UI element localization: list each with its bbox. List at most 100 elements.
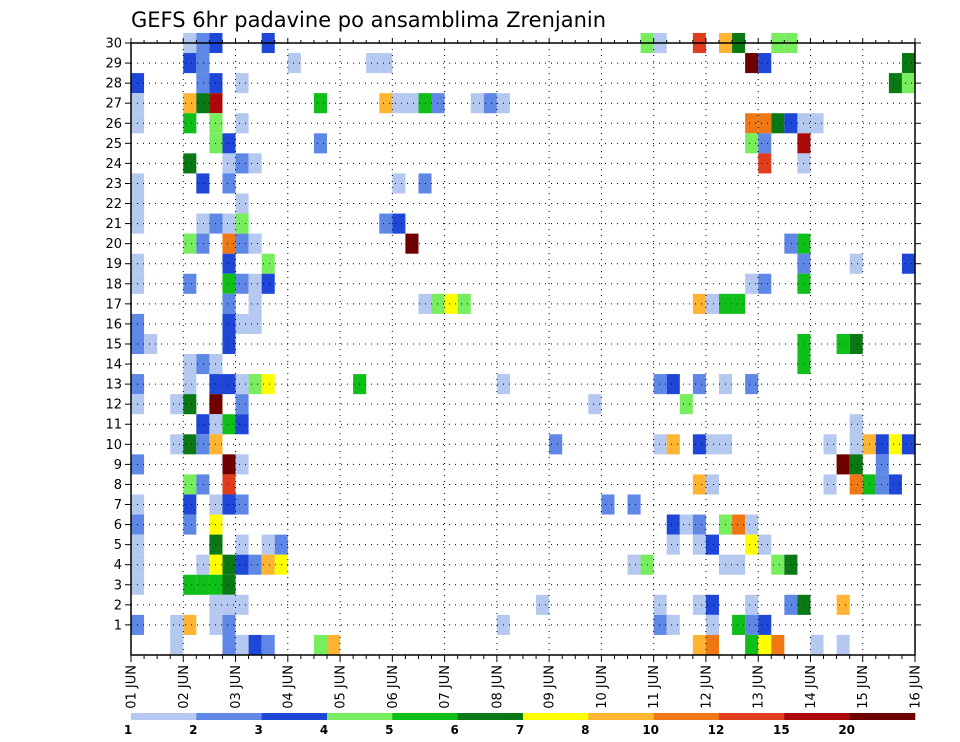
precip-cell [196,434,210,455]
precip-cell [392,213,406,234]
precip-cell [261,554,275,575]
precip-cell [653,594,667,615]
y-tick-label: 10 [105,438,122,453]
precip-cell [196,213,210,234]
precip-cell [745,113,759,134]
precip-cell [758,273,772,294]
precip-cell [235,113,249,134]
x-tick-label: 14 JUN [804,665,819,709]
precip-cell [183,514,197,535]
precip-cell [679,394,693,415]
y-tick-label: 6 [114,518,122,533]
precip-cell [327,634,341,655]
colorbar-label: 12 [708,723,725,737]
x-tick-label: 03 JUN [229,665,244,709]
precip-cell [222,133,236,154]
colorbar-label: 15 [773,723,790,737]
precip-cell [222,574,236,595]
colorbar-swatch [327,713,393,720]
colorbar-label: 3 [254,723,262,737]
precip-cell [248,233,262,254]
y-tick-label: 21 [105,217,122,232]
precip-cell [758,113,772,134]
precip-cell [183,93,197,114]
precip-cell [692,474,706,495]
x-tick-label: 04 JUN [281,665,296,709]
precip-cell [248,554,262,575]
precip-cell [692,594,706,615]
precip-cell [183,233,197,254]
precip-cell [235,494,249,515]
precip-cell [705,614,719,635]
precip-cell [679,514,693,535]
precip-cell [901,253,915,274]
precip-cell [222,454,236,475]
precip-cell [222,474,236,495]
precip-cell [836,594,850,615]
x-tick-label: 15 JUN [856,665,871,709]
colorbar-swatch [131,713,197,720]
precip-cell [170,634,184,655]
precip-cell [183,474,197,495]
precip-cell [771,113,785,134]
y-tick-label: 8 [114,478,122,493]
precip-cell [183,113,197,134]
precip-cell [235,273,249,294]
x-tick-label: 13 JUN [752,665,767,709]
precip-cell [379,93,393,114]
precip-cell [901,53,915,74]
precip-cell [784,233,798,254]
precip-cell [183,273,197,294]
precip-cell [170,434,184,455]
precip-cell [758,634,772,655]
y-tick-label: 9 [114,458,122,473]
precip-cell [183,53,197,74]
colorbar-swatch [849,713,916,720]
precip-cell [875,434,889,455]
colorbar-label: 7 [516,723,524,737]
precip-cell [235,414,249,435]
x-tick-label: 02 JUN [177,665,192,709]
precip-cell [444,293,458,314]
precip-cell [549,434,563,455]
precip-cell [183,354,197,375]
y-tick-label: 20 [105,237,122,252]
precip-cell [745,53,759,74]
precip-cell [784,594,798,615]
precip-cell [810,634,824,655]
precip-cell [222,333,236,355]
precip-cell [732,554,746,575]
precip-cell [666,534,680,555]
precip-cell [392,173,406,194]
colorbar-label: 1 [124,723,132,737]
colorbar-label: 5 [385,723,393,737]
colorbar-swatch [653,713,720,720]
precip-cell [170,614,184,635]
precip-cell [196,173,210,194]
colorbar-swatch [261,713,328,720]
precip-cell [235,634,249,655]
y-tick-label: 14 [105,358,122,373]
precip-cell [313,133,327,154]
precip-cell [392,93,406,114]
x-tick-label: 12 JUN [699,665,714,709]
precip-cell [183,494,197,515]
precip-cell [183,574,197,595]
precip-cell [784,554,798,575]
precip-cell [732,614,746,635]
precip-cell [810,113,824,134]
precip-cell [431,93,445,114]
precip-cell [222,293,236,314]
precip-cell [261,634,275,655]
precip-cell [222,594,236,615]
y-tick-label: 16 [105,317,122,332]
y-tick-label: 17 [105,297,122,312]
precip-cell [875,474,889,495]
precip-cell [457,293,471,314]
precip-cell [248,634,262,655]
precip-cell [705,634,719,655]
x-tick-label: 07 JUN [438,665,453,709]
precip-cell [261,253,275,274]
precip-cell [196,414,210,435]
precip-cell [483,93,497,114]
